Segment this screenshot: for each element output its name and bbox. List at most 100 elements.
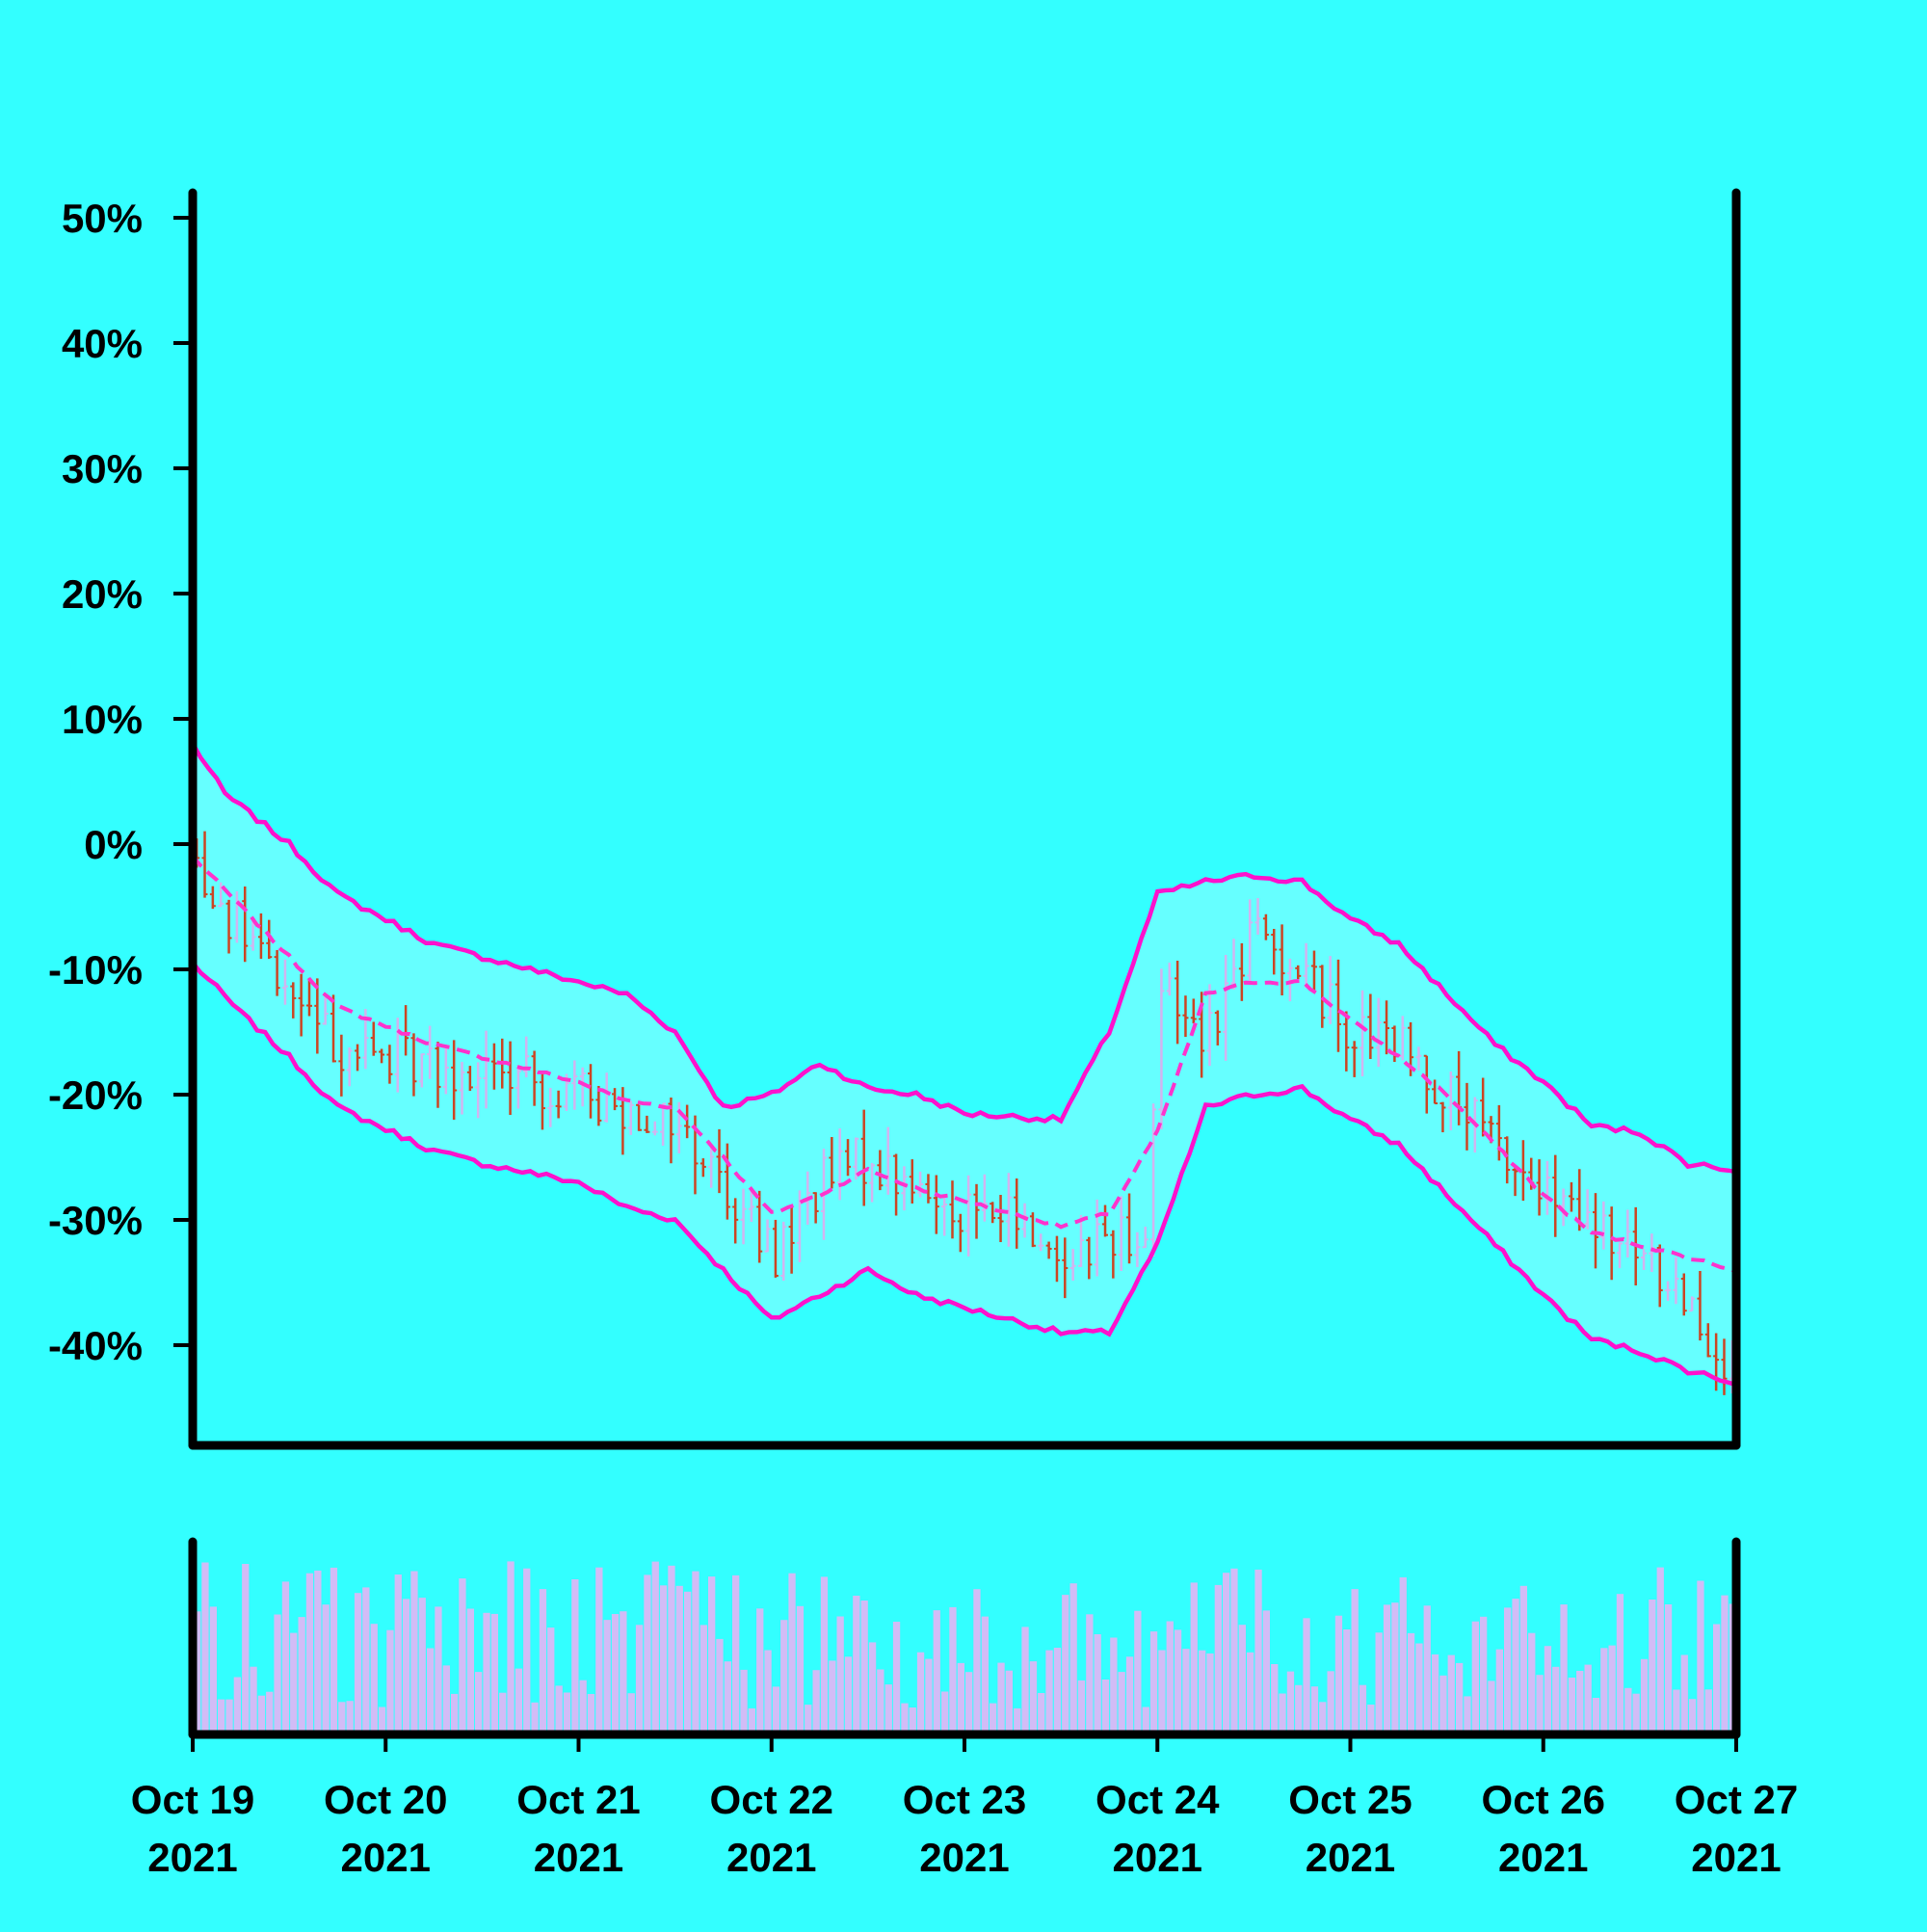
volume-bar: [1206, 1653, 1214, 1734]
volume-bar: [322, 1604, 330, 1734]
ohlc-bar: [660, 1102, 667, 1146]
ohlc-bar: [651, 1121, 658, 1136]
volume-bar: [1319, 1702, 1327, 1734]
volume-bar: [1407, 1632, 1415, 1734]
x-tick-label-line1: Oct 22: [710, 1777, 833, 1822]
x-tick-label-line2: 2021: [919, 1835, 1009, 1880]
volume-bar: [201, 1562, 209, 1734]
volume-bar: [1656, 1567, 1664, 1734]
volume-bar: [997, 1662, 1005, 1734]
ohlc-bar: [1608, 1206, 1615, 1281]
volume-bar: [547, 1628, 555, 1734]
ohlc-bar: [1247, 899, 1254, 983]
ohlc-bar: [483, 1030, 489, 1109]
ohlc-bars: [194, 831, 1735, 1395]
volume-bar: [1190, 1582, 1198, 1734]
x-tick-label-line1: Oct 26: [1482, 1777, 1605, 1822]
volume-bar: [370, 1624, 378, 1734]
ohlc-bar: [1094, 1199, 1100, 1277]
volume-bar: [218, 1699, 225, 1734]
ohlc-bar: [1158, 968, 1165, 1130]
x-tick-label-line2: 2021: [1113, 1835, 1202, 1880]
ohlc-bar: [451, 1040, 458, 1121]
volume-bar: [451, 1693, 459, 1734]
volume-bar: [1415, 1643, 1423, 1734]
ohlc-bar: [965, 1175, 972, 1257]
ohlc-bar: [836, 1128, 843, 1201]
ohlc-bar: [386, 1045, 393, 1084]
ohlc-bar: [531, 1050, 538, 1106]
volume-bar: [820, 1576, 829, 1734]
volume-bar: [427, 1648, 435, 1734]
volume-bar: [435, 1606, 442, 1734]
volume-bar: [1182, 1649, 1190, 1734]
volume-bar: [836, 1616, 844, 1734]
ohlc-bar: [330, 994, 337, 1063]
volume-bar: [1286, 1671, 1295, 1734]
volume-bar: [1142, 1707, 1149, 1734]
volume-bar: [1704, 1689, 1712, 1734]
volume-bar: [1053, 1648, 1062, 1734]
volume-bar: [1101, 1680, 1110, 1734]
ohlc-bar: [1038, 1233, 1044, 1252]
ohlc-bar: [459, 1062, 465, 1115]
ohlc-bar: [1238, 942, 1245, 1001]
ohlc-bar: [636, 1103, 643, 1131]
volume-bar: [1199, 1650, 1206, 1734]
ohlc-bar: [1359, 990, 1366, 1076]
ohlc-bar: [1617, 1242, 1623, 1269]
volume-bar: [1230, 1568, 1238, 1734]
volume-bar: [281, 1581, 290, 1734]
volume-bar: [1431, 1654, 1439, 1734]
volume-bar: [1673, 1689, 1680, 1734]
ohlc-bar: [201, 831, 208, 898]
ohlc-bar: [257, 913, 264, 960]
y-tick-label: 50%: [62, 196, 143, 241]
ohlc-bar: [1206, 984, 1213, 1067]
volume-bar: [796, 1605, 805, 1734]
volume-bar: [1021, 1627, 1029, 1734]
ohlc-bar: [1271, 928, 1278, 975]
ohlc-bar: [418, 1053, 425, 1088]
ohlc-bar: [1303, 942, 1309, 989]
ohlc-bar: [893, 1153, 900, 1216]
volume-bar: [973, 1589, 981, 1734]
ohlc-bar: [346, 1047, 353, 1087]
ohlc-bar: [1175, 960, 1181, 1045]
volume-bar: [1552, 1666, 1560, 1734]
volume-bar: [957, 1662, 964, 1734]
volume-panel: Oct 19 2021 Oct 20 2021 Oct 21 2021 Oct 22 2021…: [131, 1537, 1798, 1880]
volume-bar: [378, 1707, 386, 1734]
x-tick-label-line1: Oct 25: [1288, 1777, 1412, 1822]
volume-bar: [314, 1570, 322, 1734]
ohlc-bar: [901, 1166, 908, 1211]
ohlc-bar: [853, 1137, 859, 1180]
volume-bar: [1649, 1600, 1656, 1734]
volume-bar: [1680, 1654, 1688, 1734]
volume-bar: [1383, 1604, 1391, 1734]
volume-bar: [1247, 1652, 1254, 1734]
volume-bar: [868, 1642, 877, 1734]
volume-bar: [1512, 1599, 1519, 1734]
volume-bar: [668, 1565, 675, 1734]
ohlc-bar: [957, 1213, 964, 1253]
volume-bar: [788, 1573, 796, 1734]
volume-bar: [1149, 1631, 1158, 1734]
volume-bar: [1560, 1604, 1568, 1734]
volume-bar: [1624, 1687, 1632, 1734]
volume-bar: [716, 1638, 724, 1734]
volume-bar: [1134, 1610, 1142, 1734]
ohlc-bar: [281, 959, 288, 1005]
volume-bar: [394, 1575, 402, 1734]
volume-bar: [1038, 1693, 1045, 1734]
ohlc-bar: [788, 1206, 795, 1274]
ohlc-bar: [1230, 939, 1237, 991]
volume-bar: [402, 1599, 410, 1734]
volume-bar: [901, 1703, 909, 1734]
volume-bar: [1166, 1621, 1174, 1734]
ohlc-bar: [209, 886, 216, 910]
ohlc-bar: [997, 1195, 1004, 1243]
ohlc-bar: [1673, 1257, 1679, 1305]
volume-bar: [1456, 1662, 1464, 1734]
volume-bar: [949, 1606, 957, 1734]
